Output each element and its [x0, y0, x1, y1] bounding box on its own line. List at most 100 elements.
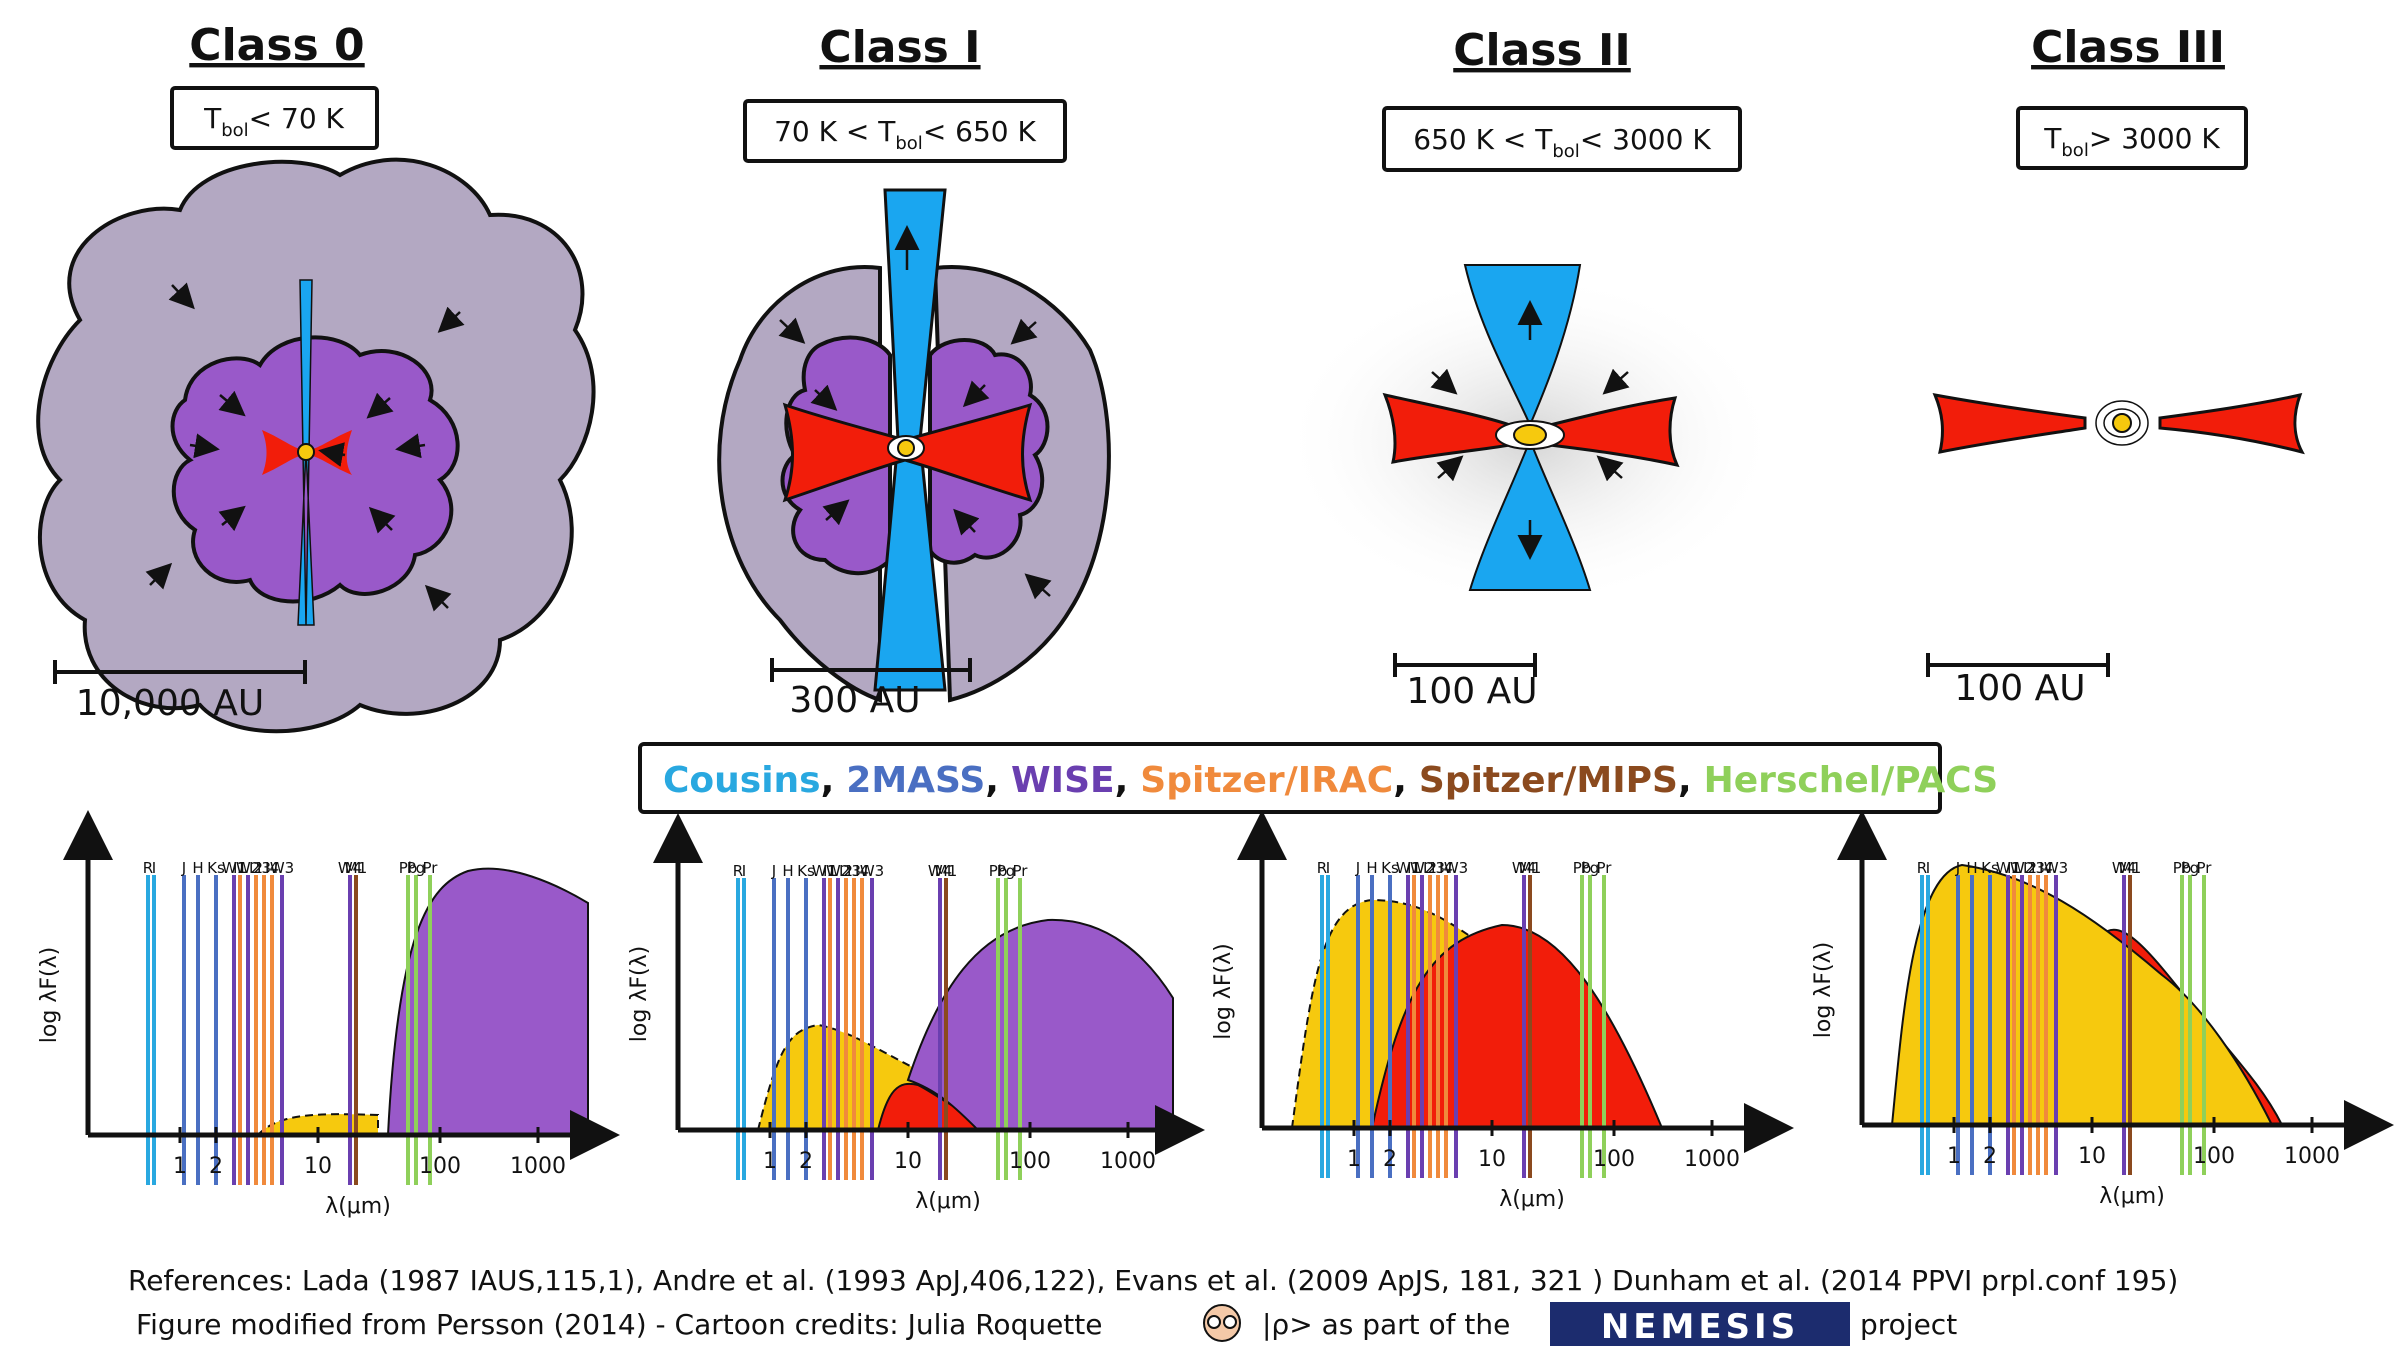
band-label-M1: M1 [935, 862, 958, 880]
band-label-I: I [1926, 859, 1930, 877]
band-label-I2: I2 [2023, 859, 2037, 877]
tick-label: 10 [894, 1149, 922, 1174]
band-label-Pg: Pg [2181, 859, 2200, 877]
band-label-H: H [192, 859, 203, 877]
tick-label: 1 [763, 1149, 777, 1174]
class-3-cartoon: 100 AU [1926, 392, 2305, 709]
band-label-J: J [181, 859, 186, 877]
class-3-scale: 100 AU [1954, 668, 2085, 709]
star [2112, 413, 2132, 433]
class-1-header: Class I 70 K < Tbol< 650 K [743, 22, 1067, 163]
x-axis-label: λ(μm) [2099, 1184, 2165, 1209]
band-label-I: I [152, 859, 156, 877]
class-3-header: Class III Tbol> 3000 K [2016, 22, 2248, 170]
band-label-W3: W3 [1444, 859, 1468, 877]
band-label-Ks: Ks [1381, 859, 1399, 877]
band-label-W3: W3 [270, 859, 294, 877]
band-label-I2: I2 [1423, 859, 1437, 877]
band-label-I1: I1 [2007, 859, 2021, 877]
band-label-W3: W3 [860, 862, 884, 880]
inner-envelope [170, 335, 460, 604]
glasses-icon [1203, 1304, 1241, 1342]
credits: Figure modified from Persson (2014) - Ca… [136, 1308, 1103, 1341]
tick-label: 2 [799, 1149, 813, 1174]
class-1-title: Class I [819, 22, 980, 73]
band-label-I3: I3 [257, 859, 271, 877]
class-2-scale: 100 AU [1406, 671, 1537, 712]
band-label-I3: I3 [2031, 859, 2045, 877]
band-label-H: H [782, 862, 793, 880]
band-label-I4: I4 [2039, 859, 2053, 877]
references: References: Lada (1987 IAUS,115,1), Andr… [128, 1264, 2178, 1297]
band-label-J: J [771, 862, 776, 880]
class-2-cartoon: 100 AU [1280, 264, 1780, 712]
envelope-sed [386, 867, 589, 1136]
band-label-I4: I4 [1439, 859, 1453, 877]
tick-label: 1000 [1100, 1149, 1156, 1174]
band-label-I2: I2 [839, 862, 853, 880]
tick-label: 10 [304, 1154, 332, 1179]
legend-spitzer-mips: Spitzer/MIPS [1419, 760, 1678, 801]
band-label-R: R [1317, 859, 1327, 877]
band-label-I2: I2 [249, 859, 263, 877]
band-label-W2: W2 [236, 859, 260, 877]
band-label-Ks: Ks [207, 859, 225, 877]
protostar [1513, 424, 1547, 446]
band-label-W4: W4 [928, 862, 952, 880]
tick-label: 1 [1947, 1144, 1961, 1169]
x-axis-label: λ(μm) [325, 1194, 391, 1219]
band-label-W1: W1 [222, 859, 246, 877]
class-3-title: Class III [2031, 22, 2225, 73]
tick-label: 1000 [2284, 1144, 2340, 1169]
band-label-I4: I4 [265, 859, 279, 877]
class-0-cartoon: 10,000 AU [36, 157, 596, 734]
band-label-I1: I1 [823, 862, 837, 880]
legend-cousins: Cousins [663, 760, 821, 801]
band-label-W2: W2 [826, 862, 850, 880]
class-3-tbol: Tbol> 3000 K [2043, 122, 2220, 161]
x-axis-label: λ(μm) [1499, 1187, 1565, 1212]
band-label-J: J [1355, 859, 1360, 877]
legend-wise: WISE [1011, 760, 1115, 801]
band-label-Ks: Ks [1981, 859, 1999, 877]
y-axis-label: log λF(λ) [627, 946, 652, 1042]
band-label-Pg: Pg [1581, 859, 1600, 877]
band-label-Pr: Pr [1597, 859, 1613, 877]
tick-label: 2 [1383, 1147, 1397, 1172]
tick-label: 100 [1593, 1147, 1635, 1172]
band-label-Pr: Pr [2197, 859, 2213, 877]
tick-label: 1 [173, 1154, 187, 1179]
class-0-title: Class 0 [189, 20, 364, 71]
band-label-W4: W4 [1512, 859, 1536, 877]
tick-label: 1000 [1684, 1147, 1740, 1172]
tick-label: 2 [1983, 1144, 1997, 1169]
band-label-W4: W4 [338, 859, 362, 877]
band-label-R: R [733, 862, 743, 880]
band-label-J: J [1955, 859, 1960, 877]
class-0-scale: 10,000 AU [76, 683, 264, 724]
footer: References: Lada (1987 IAUS,115,1), Andr… [128, 1264, 2178, 1347]
class-0-header: Class 0 Tbol< 70 K [170, 20, 379, 150]
nemesis-logo: NEMESIS [1601, 1307, 1799, 1347]
class-1-tbol: 70 K < Tbol< 650 K [774, 115, 1036, 154]
legend-spitzer-irac: Spitzer/IRAC [1140, 760, 1393, 801]
credits-tail: |ρ> as part of the [1262, 1308, 1510, 1341]
disk-right [2158, 392, 2305, 455]
class-2-title: Class II [1453, 25, 1631, 76]
band-label-W1: W1 [1396, 859, 1420, 877]
band-label-I: I [742, 862, 746, 880]
band-label-I4: I4 [855, 862, 869, 880]
class-2-header: Class II 650 K < Tbol< 3000 K [1382, 25, 1742, 172]
project-label: project [1860, 1308, 1957, 1341]
band-label-W1: W1 [812, 862, 836, 880]
tick-label: 1 [1347, 1147, 1361, 1172]
band-label-I3: I3 [1431, 859, 1445, 877]
band-label-Pr: Pr [1013, 862, 1029, 880]
band-label-Pb: Pb [1573, 859, 1592, 877]
band-label-Pg: Pg [997, 862, 1016, 880]
protostar [297, 443, 315, 461]
